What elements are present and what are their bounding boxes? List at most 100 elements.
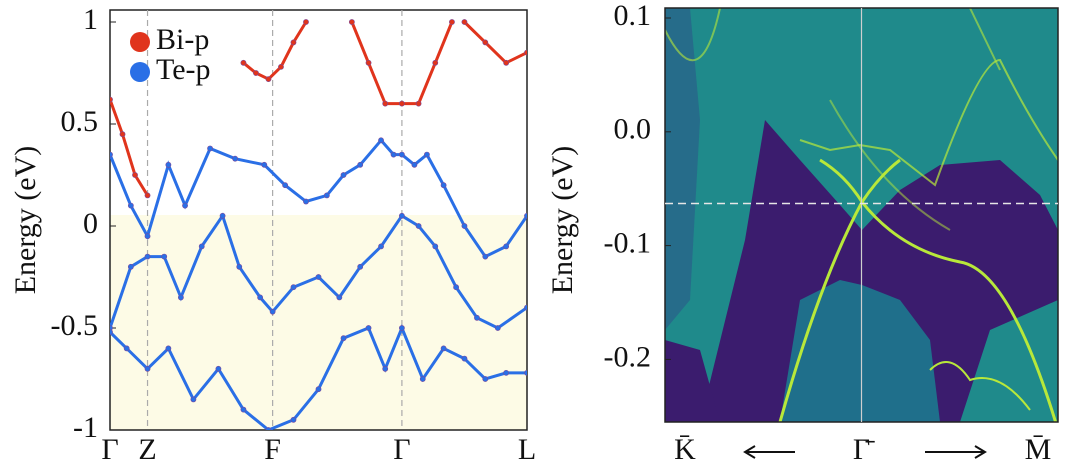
band-point xyxy=(119,131,126,138)
band-point xyxy=(461,19,468,25)
band-point xyxy=(503,369,510,376)
band-point xyxy=(110,329,113,335)
band-point xyxy=(290,416,297,423)
band-point xyxy=(315,274,322,280)
band-point xyxy=(123,345,130,352)
band-point xyxy=(524,304,527,311)
band-point xyxy=(432,59,439,66)
band-point xyxy=(378,137,384,144)
y-axis-label: Energy (eV) xyxy=(546,146,579,295)
band-point xyxy=(357,161,364,168)
legend-marker xyxy=(130,32,150,52)
band-point xyxy=(494,325,501,331)
band-point xyxy=(461,223,468,229)
band-point xyxy=(315,386,322,393)
x-tick-label: Γ̄ xyxy=(853,433,875,466)
band-point xyxy=(357,263,364,270)
band-point xyxy=(365,59,372,66)
band-point xyxy=(165,161,172,168)
band-point xyxy=(482,253,489,260)
band-point xyxy=(269,308,276,315)
band-point xyxy=(482,376,489,382)
band-point xyxy=(240,406,247,413)
band-point xyxy=(398,212,405,219)
plot-frame xyxy=(109,9,528,431)
y-tick-label: -0.1 xyxy=(604,226,652,259)
band-point xyxy=(424,151,430,158)
arrow xyxy=(925,445,987,459)
band-point xyxy=(110,96,113,103)
band-point xyxy=(198,243,205,250)
band-point xyxy=(177,294,184,301)
band-point xyxy=(261,161,268,168)
band-point xyxy=(323,192,330,199)
y-tick-label: 0.5 xyxy=(61,105,99,138)
band-point xyxy=(290,39,297,46)
band-point xyxy=(398,151,405,158)
x-tick-label: L xyxy=(518,433,536,466)
band-point xyxy=(165,345,172,352)
band-point xyxy=(415,223,422,229)
band-point xyxy=(474,314,480,321)
band-point xyxy=(303,198,309,205)
x-tick-label: K̄ xyxy=(674,433,696,466)
band-point xyxy=(398,100,405,107)
band-point xyxy=(215,365,222,372)
y-tick-label: -0.2 xyxy=(604,340,652,373)
band-point xyxy=(161,253,168,260)
band-point xyxy=(265,76,272,83)
band-point xyxy=(282,182,289,189)
band-point xyxy=(144,192,151,199)
bands xyxy=(110,19,527,430)
y-tick-label: 1 xyxy=(83,3,98,36)
band-point xyxy=(503,59,510,66)
x-tick-label: F xyxy=(264,433,281,466)
band-point xyxy=(144,365,151,372)
band-point xyxy=(257,294,264,301)
band-point xyxy=(127,202,134,209)
band-point xyxy=(348,19,355,25)
filled-region xyxy=(110,215,527,430)
band-point xyxy=(110,151,113,158)
band-point xyxy=(127,263,134,270)
band-point xyxy=(453,284,460,291)
band-point xyxy=(482,39,489,46)
x-tick-label: Γ xyxy=(393,433,410,466)
band-point xyxy=(336,294,343,301)
band-point xyxy=(524,369,527,376)
band-point xyxy=(340,172,347,178)
band-point xyxy=(378,243,384,250)
y-axis-label: Energy (eV) xyxy=(9,146,42,295)
y-tick-label: 0 xyxy=(83,207,98,240)
band-point xyxy=(524,212,527,219)
legend-label: Te-p xyxy=(156,53,211,86)
band-point xyxy=(219,212,226,219)
band-point xyxy=(382,100,389,107)
band-point xyxy=(449,19,455,25)
x-tick-label: Z xyxy=(138,433,156,466)
band-point xyxy=(182,202,188,209)
band-point xyxy=(503,243,510,250)
band-point xyxy=(411,161,418,168)
band-point xyxy=(303,19,309,25)
band-point xyxy=(415,100,422,107)
band-point xyxy=(253,70,259,76)
band-point xyxy=(190,396,197,403)
y-tick-label: -1 xyxy=(73,411,98,444)
legend-label: Bi-p xyxy=(156,23,209,56)
band-point xyxy=(144,253,151,260)
y-tick-label: -0.5 xyxy=(51,309,99,342)
legend-marker xyxy=(130,62,150,82)
band-point xyxy=(461,355,468,362)
band-point xyxy=(265,427,272,430)
arrow xyxy=(743,445,795,459)
band-point xyxy=(419,376,426,382)
x-tick-label: Γ xyxy=(101,433,118,466)
band-point xyxy=(144,233,151,240)
band-point xyxy=(240,59,247,66)
y-tick-label: 0.0 xyxy=(614,113,652,146)
band-point xyxy=(382,365,389,372)
band-line xyxy=(110,20,527,197)
band-point xyxy=(440,182,447,189)
